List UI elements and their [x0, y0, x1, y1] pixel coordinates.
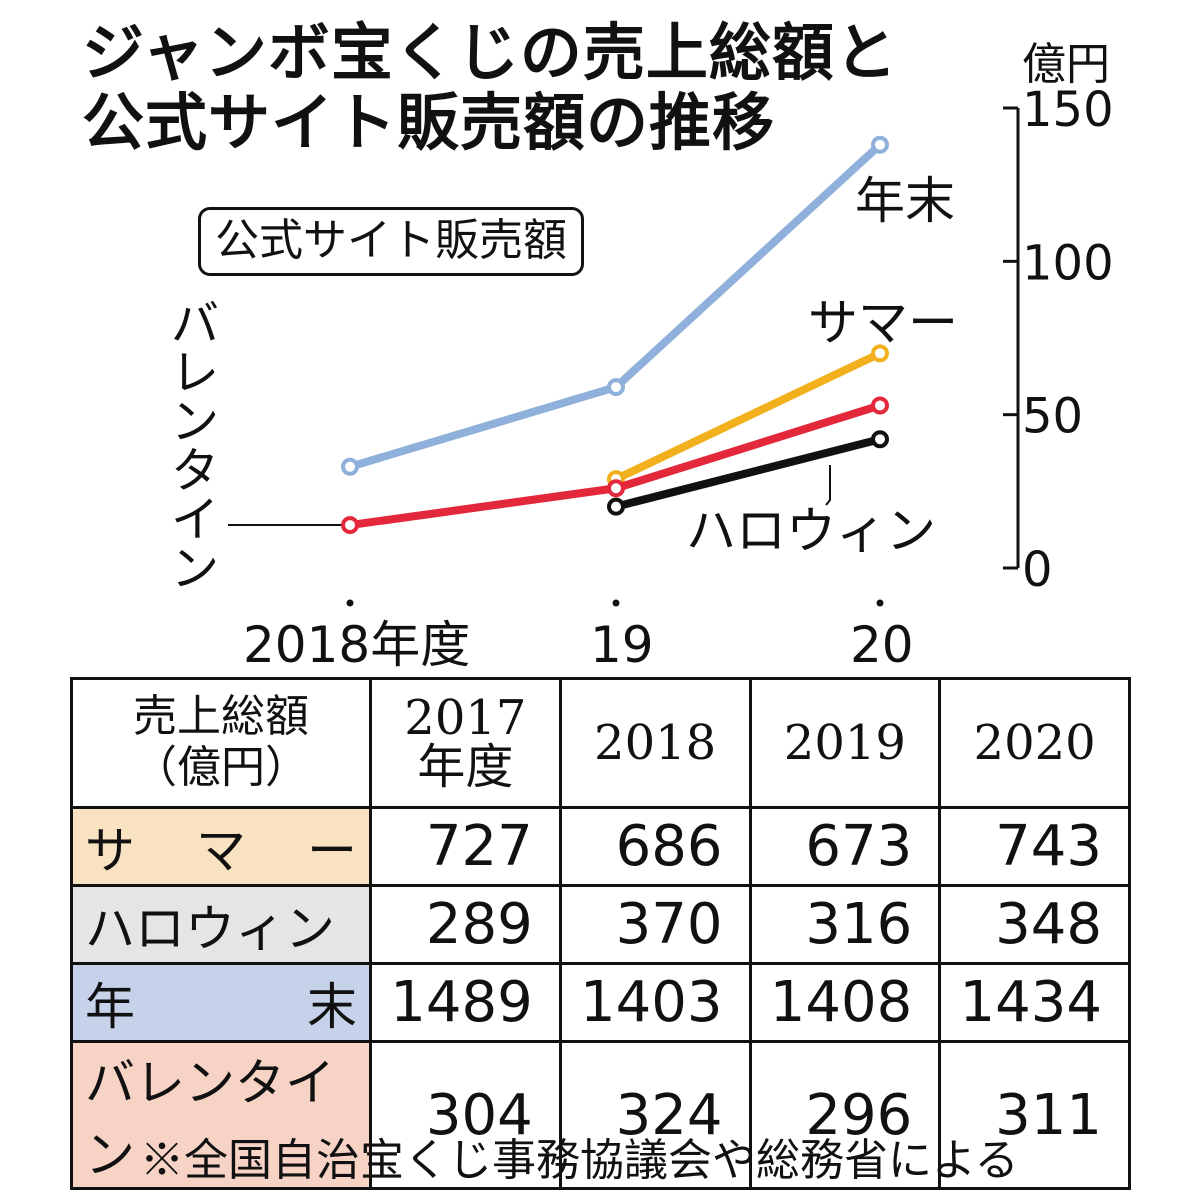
table-cell: 1408 — [749, 962, 942, 1043]
table-corner-header: 売上総額 （億円） — [70, 677, 372, 809]
y-tick-label: 0 — [1022, 542, 1053, 598]
chart-title-line2: 公式サイト販売額の推移 — [82, 86, 776, 159]
series-label: サマー — [808, 294, 958, 352]
series-line — [346, 140, 884, 471]
table-cell: 673 — [749, 806, 942, 887]
series-label-valentine: バレンタイン — [165, 300, 225, 594]
x-tick-label: 2018年度 — [243, 616, 470, 674]
col-header-line1: 2019 — [783, 714, 906, 771]
table-row: サ マ ー 727 686 673 743 — [70, 806, 1131, 887]
row-label-cell: バレンタイン — [70, 1040, 372, 1190]
table-col-header: 2020 — [938, 677, 1131, 809]
sales-table: 売上総額 （億円） 2017 年度 2018 2019 2020 サマー 727 6… — [70, 677, 1131, 1190]
y-tick-label: 100 — [1022, 235, 1114, 291]
series-label: ハロウィン — [686, 502, 936, 560]
corner-line1: 売上総額 — [133, 691, 309, 743]
table-cell: 686 — [559, 806, 752, 887]
table-cell: 324 — [559, 1040, 752, 1190]
table-cell: 296 — [749, 1040, 942, 1190]
col-header-line2: 年度 — [417, 739, 514, 795]
series-line — [612, 435, 884, 511]
table-header-row: 売上総額 （億円） 2017 年度 2018 2019 2020 — [70, 677, 1131, 809]
table-cell: 289 — [369, 884, 562, 965]
table-cell: 1434 — [938, 962, 1131, 1043]
data-point — [871, 344, 889, 363]
table-cell: 743 — [938, 806, 1131, 887]
x-tick — [346, 599, 354, 607]
data-point — [607, 378, 625, 397]
series-label-char: イ — [170, 491, 219, 548]
chart-title-line1: ジャンボ宝くじの売上総額と — [82, 16, 898, 89]
data-point — [871, 430, 889, 449]
col-header-line1: 2018 — [594, 714, 717, 771]
table-cell: 348 — [938, 884, 1131, 965]
halloween-leader-line — [825, 465, 831, 506]
data-point — [341, 516, 359, 535]
x-tick — [612, 599, 620, 607]
data-point — [871, 135, 889, 154]
row-label: ー — [307, 821, 357, 880]
table-col-header: 2018 — [559, 677, 752, 809]
col-header-line1: 2020 — [973, 714, 1096, 771]
x-tick — [876, 599, 884, 607]
row-label: サ — [85, 821, 135, 880]
y-tick-label: 150 — [1022, 82, 1114, 138]
data-point — [607, 497, 625, 516]
table-cell: 370 — [559, 884, 752, 965]
table-col-header: 2017 年度 — [369, 677, 562, 809]
data-point — [607, 479, 625, 498]
x-tick-label: 19 — [590, 616, 654, 674]
table-cell: 727 — [369, 806, 562, 887]
col-header-line1: 2017 — [404, 690, 527, 747]
table-row: バレンタイン 304 324 296 311 — [70, 1040, 1131, 1190]
data-point — [341, 457, 359, 476]
table-col-header: 2019 — [749, 677, 942, 809]
corner-line2: （億円） — [133, 742, 309, 793]
table-cell: 1403 — [559, 962, 752, 1043]
row-label: バレンタイン — [85, 1054, 335, 1184]
row-label: マ — [196, 821, 246, 880]
y-axis-unit: 億円 — [1022, 39, 1110, 90]
series-label-char: タ — [170, 442, 219, 499]
series-label-char: バ — [170, 296, 219, 352]
chart-subtitle-box: 公式サイト販売額 — [198, 207, 584, 276]
series-label-char: ン — [170, 540, 219, 597]
table-cell: 311 — [938, 1040, 1131, 1190]
source-note: ※全国自治宝くじ事務協議会や総務省による — [140, 1135, 1019, 1186]
series-line — [612, 349, 884, 484]
y-tick-label: 50 — [1022, 389, 1083, 445]
series-label: 年末 — [855, 172, 955, 230]
table-row: 年末 1489 1403 1408 1434 — [70, 962, 1131, 1043]
x-tick-label: 20 — [850, 616, 914, 674]
row-label: 末 — [307, 977, 357, 1036]
table-row: ハロウィン 289 370 316 348 — [70, 884, 1131, 965]
data-point — [871, 396, 889, 415]
row-label-cell: サマー — [70, 806, 372, 887]
series-label-char: ン — [170, 393, 219, 450]
table-cell: 304 — [369, 1040, 562, 1190]
row-label-cell: 年末 — [70, 962, 372, 1043]
row-label: 年 — [85, 977, 135, 1036]
table-cell: 1489 — [369, 962, 562, 1043]
row-label-cell: ハロウィン — [70, 884, 372, 965]
series-label-char: レ — [170, 344, 219, 401]
row-label: ハロウィン — [85, 899, 335, 958]
table-cell: 316 — [749, 884, 942, 965]
